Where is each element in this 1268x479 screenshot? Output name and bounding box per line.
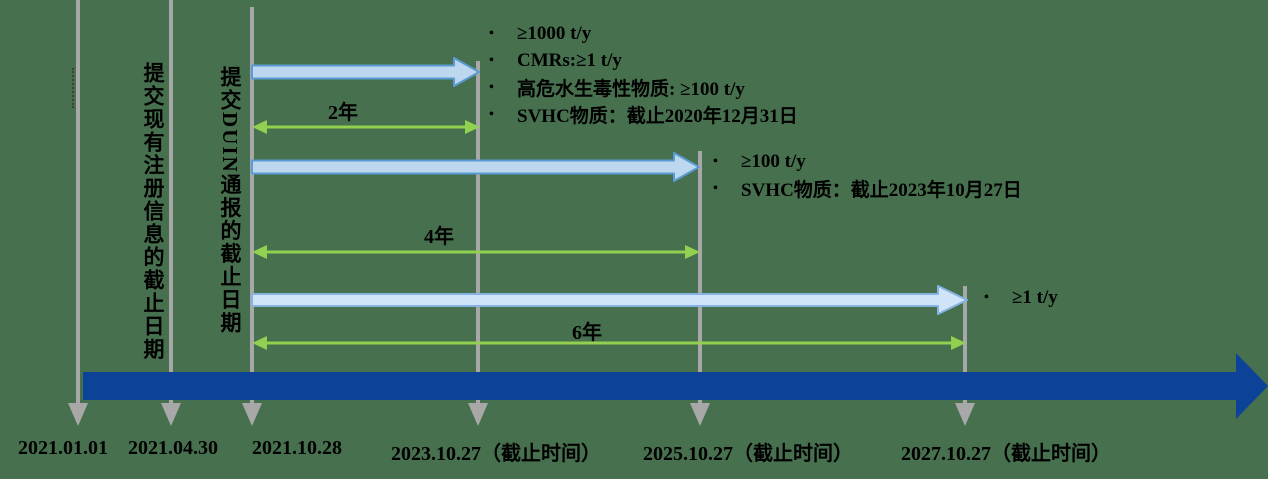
list-item: • ≥1000 t/y <box>484 20 798 47</box>
down-arrowhead-icon <box>68 403 88 426</box>
vertical-label-existing-registration-deadline: 提交现有注册信息的截止日期 <box>141 62 165 361</box>
down-arrowhead-icon <box>242 403 262 426</box>
bullet-icon: • <box>713 180 718 196</box>
down-arrowhead-icon <box>690 403 710 426</box>
list-item: • SVHC物质：截止2020年12月31日 <box>484 101 798 128</box>
bullet-group-2023-deadline: • ≥1000 t/y • CMRs:≥1 t/y • 高危水生毒性物质: ≥1… <box>484 20 798 128</box>
list-item-label: 高危水生毒性物质: ≥100 t/y <box>517 79 745 100</box>
date-marker-line-6 <box>963 286 967 404</box>
list-item: • 高危水生毒性物质: ≥100 t/y <box>484 74 798 101</box>
date-label-2021-10-28: 2021.10.28 <box>252 437 342 459</box>
list-item-label: SVHC物质：截止2023年10月27日 <box>741 180 1022 201</box>
bullet-icon: • <box>489 79 494 95</box>
bullet-group-2025-deadline: • ≥100 t/y • SVHC物质：截止2023年10月27日 <box>708 148 1022 202</box>
date-marker-line-1 <box>76 0 80 404</box>
list-item: • ≥100 t/y <box>708 148 1022 175</box>
timeline-axis-bar <box>83 372 1236 400</box>
bullet-icon: • <box>489 52 494 68</box>
period-arrow-4y <box>251 152 700 182</box>
period-arrow-6y <box>251 285 968 315</box>
list-item: • CMRs:≥1 t/y <box>484 47 798 74</box>
date-marker-line-4 <box>476 61 480 404</box>
list-item-label: ≥1 t/y <box>1012 286 1058 308</box>
down-arrowhead-icon <box>161 403 181 426</box>
down-arrowhead-icon <box>468 403 488 426</box>
duration-label-6y: 6年 <box>572 322 602 344</box>
date-marker-line-3 <box>250 7 254 404</box>
date-label-2025-10-27: 2025.10.27（截止时间） <box>643 443 853 465</box>
duration-arrow-2y <box>252 120 480 134</box>
date-label-2027-10-27: 2027.10.27（截止时间） <box>901 443 1111 465</box>
list-item-label: ≥100 t/y <box>741 150 806 172</box>
dotted-line-segment <box>72 68 74 108</box>
vertical-label-duin-notification-deadline: 提交DUIN通报的截止日期 <box>218 66 242 335</box>
list-item-label: CMRs:≥1 t/y <box>517 49 622 71</box>
list-item: • ≥1 t/y <box>979 285 1058 310</box>
down-arrowhead-icon <box>955 403 975 426</box>
duration-label-2y: 2年 <box>328 102 358 124</box>
bullet-group-2027-deadline: • ≥1 t/y <box>979 285 1058 310</box>
bullet-icon: • <box>984 289 989 305</box>
timeline-axis-arrowhead-icon <box>1236 353 1268 419</box>
duration-label-4y: 4年 <box>424 226 454 248</box>
date-marker-line-2 <box>169 0 173 404</box>
duration-arrow-4y <box>252 245 700 259</box>
period-arrow-2y <box>251 57 480 87</box>
bullet-icon: • <box>489 106 494 122</box>
list-item-label: ≥1000 t/y <box>517 22 592 44</box>
date-label-2021-04-30: 2021.04.30 <box>128 437 218 459</box>
duration-arrow-6y <box>252 336 966 350</box>
date-label-2023-10-27: 2023.10.27（截止时间） <box>391 443 601 465</box>
date-label-2021-01-01: 2021.01.01 <box>18 437 108 459</box>
bullet-icon: • <box>489 25 494 41</box>
list-item-label: SVHC物质：截止2020年12月31日 <box>517 106 798 127</box>
date-marker-line-5 <box>698 151 702 404</box>
list-item: • SVHC物质：截止2023年10月27日 <box>708 175 1022 202</box>
bullet-icon: • <box>713 153 718 169</box>
